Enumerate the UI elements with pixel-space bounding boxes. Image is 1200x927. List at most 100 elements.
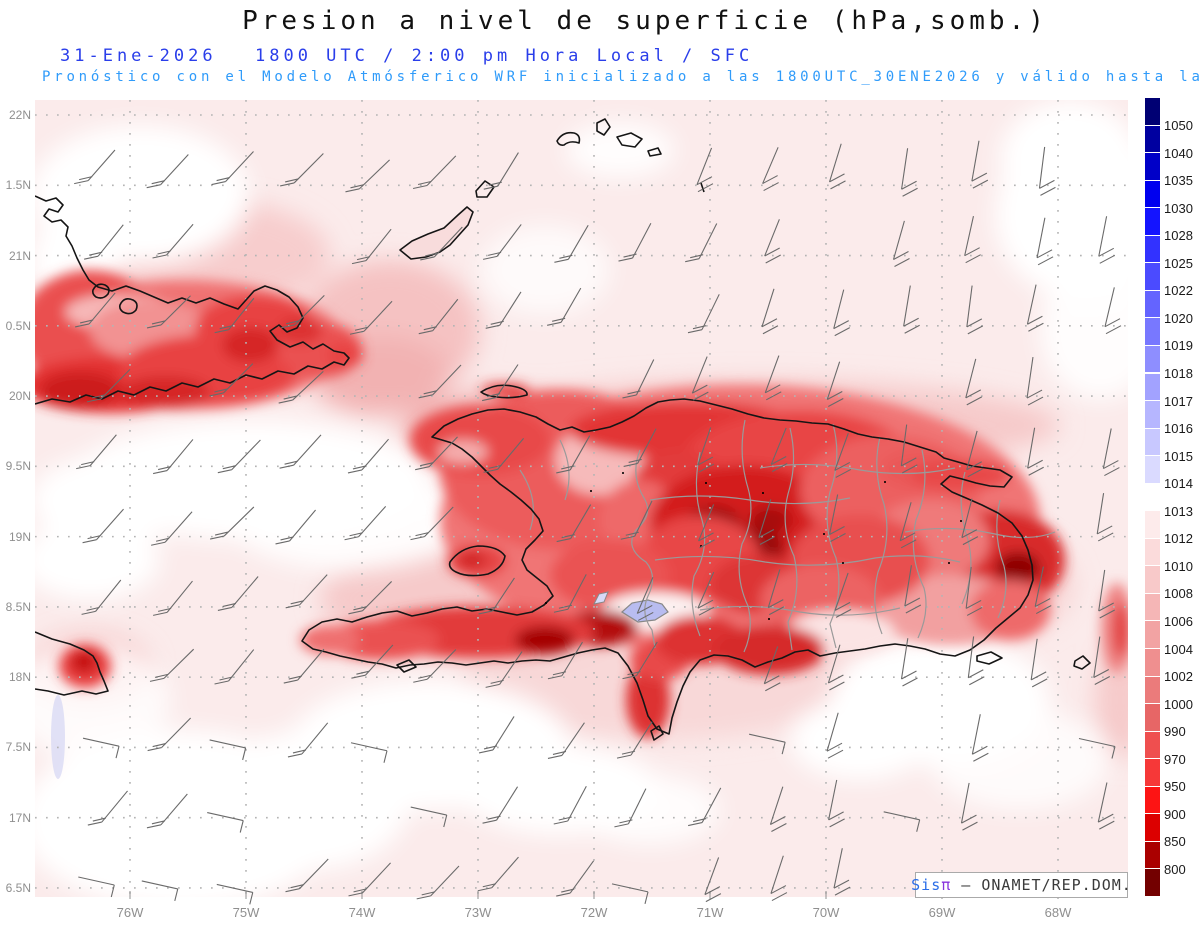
wind-barb [1078,737,1116,759]
wind-barb [410,806,448,828]
lat-tick-label: 18N [8,670,31,685]
wind-barb [211,151,254,186]
colorbar-segment [1145,621,1160,648]
forecast-date: 31-Ene-2026 [60,46,217,66]
wind-barb [410,506,454,541]
wind-barb [547,641,583,680]
colorbar-label: 850 [1164,834,1186,850]
lat-tick-label: 6.5N [5,880,31,895]
wind-barb [86,368,131,403]
wind-barb [82,737,120,759]
wind-barb [899,502,917,549]
wind-barb [348,862,391,897]
beata-island [650,725,664,741]
colorbar-segment [1145,318,1160,345]
lon-tick-label: 73W [464,905,492,920]
wind-barb [78,876,115,898]
wind-barb [141,880,179,902]
forecast-time: 1800 UTC / 2:00 pm Hora Local / SFC [255,46,754,66]
wind-barb [966,430,983,478]
wind-barb [636,577,654,621]
wind-barb [704,857,722,903]
wind-barb [146,793,188,829]
lon-tick-label: 71W [696,905,724,920]
colorbar-segment [1145,180,1160,208]
wind-barb [287,722,329,758]
wind-barb [553,574,587,613]
wind-barb [687,294,720,334]
colorbar-segment [1145,428,1160,456]
wind-barb [478,716,515,754]
colorbar-segment [1145,153,1160,180]
wind-barb [153,439,194,475]
wind-barb [964,215,981,264]
wind-barb [1093,636,1111,686]
colorbar-segment [1145,731,1160,759]
colorbar-label: 1014 [1164,476,1193,492]
little-inagua [475,180,495,198]
page-title: Presion a nivel de superficie (hPa,somb.… [242,6,1048,36]
colorbar-label: 1015 [1164,448,1193,464]
cuba-coastline [35,195,350,405]
wind-barb [1098,569,1115,619]
lat-tick-label: 19N [8,529,31,544]
wind-barb [762,147,779,192]
coastlines [35,118,1091,741]
wind-barb [1098,216,1116,264]
colorbar-segment [1145,290,1160,318]
lat-tick-label: 20N [8,389,31,404]
colorbar-segment [1145,456,1160,483]
great-inagua [399,206,474,260]
wind-barb [556,435,591,474]
colorbar-label: 1012 [1164,531,1193,547]
colorbar-segment [1145,814,1160,841]
wind-barb [149,648,195,682]
wind-barb [1026,356,1044,406]
colorbar-segment [1145,676,1160,704]
wind-barb [285,574,328,609]
province-boundaries [519,419,1056,653]
wind-barb [892,220,910,267]
wind-barb [152,223,194,259]
colorbar-label: 900 [1164,806,1186,822]
wind-barb [344,505,387,541]
colorbar-label: 1006 [1164,613,1193,629]
wind-barb [1034,566,1052,615]
wind-barb [834,572,852,618]
wind-barb [217,439,261,474]
wind-barb [415,436,458,471]
wind-barb [279,434,322,469]
colorbar-label: 1017 [1164,393,1193,409]
wind-barb [483,438,524,473]
wind-barb [697,571,715,616]
wind-barb [556,504,592,543]
wind-barb [280,295,325,329]
hispaniola-coastline [301,398,1034,735]
wind-barb [1036,217,1054,266]
wind-barb [691,356,709,401]
colorbar-segment [1145,704,1160,731]
wind-barb [217,576,259,611]
wind-barb [971,714,989,762]
wind-barb [547,722,585,759]
wind-barb [1097,782,1115,830]
wind-barbs [74,140,1122,905]
wind-barb [900,638,918,687]
colorbar-segment [1145,483,1160,511]
wind-barb [147,717,192,752]
turks-island [596,118,611,136]
wind-barb [770,855,788,902]
wind-barb [696,147,714,193]
wind-barb [413,649,457,683]
watermark-sis: Sis [911,876,942,894]
tiny-islet-dash [700,182,705,193]
colorbar-label: 1019 [1164,338,1193,354]
colorbar-label: 990 [1164,724,1186,740]
wind-barb [903,285,920,334]
colorbar-label: 1030 [1164,200,1193,216]
colorbar-segment [1145,786,1160,814]
lon-tick-label: 75W [232,905,260,920]
wind-barb [960,782,978,831]
wind-barb [482,364,519,402]
colorbar-label: 1022 [1164,283,1193,299]
